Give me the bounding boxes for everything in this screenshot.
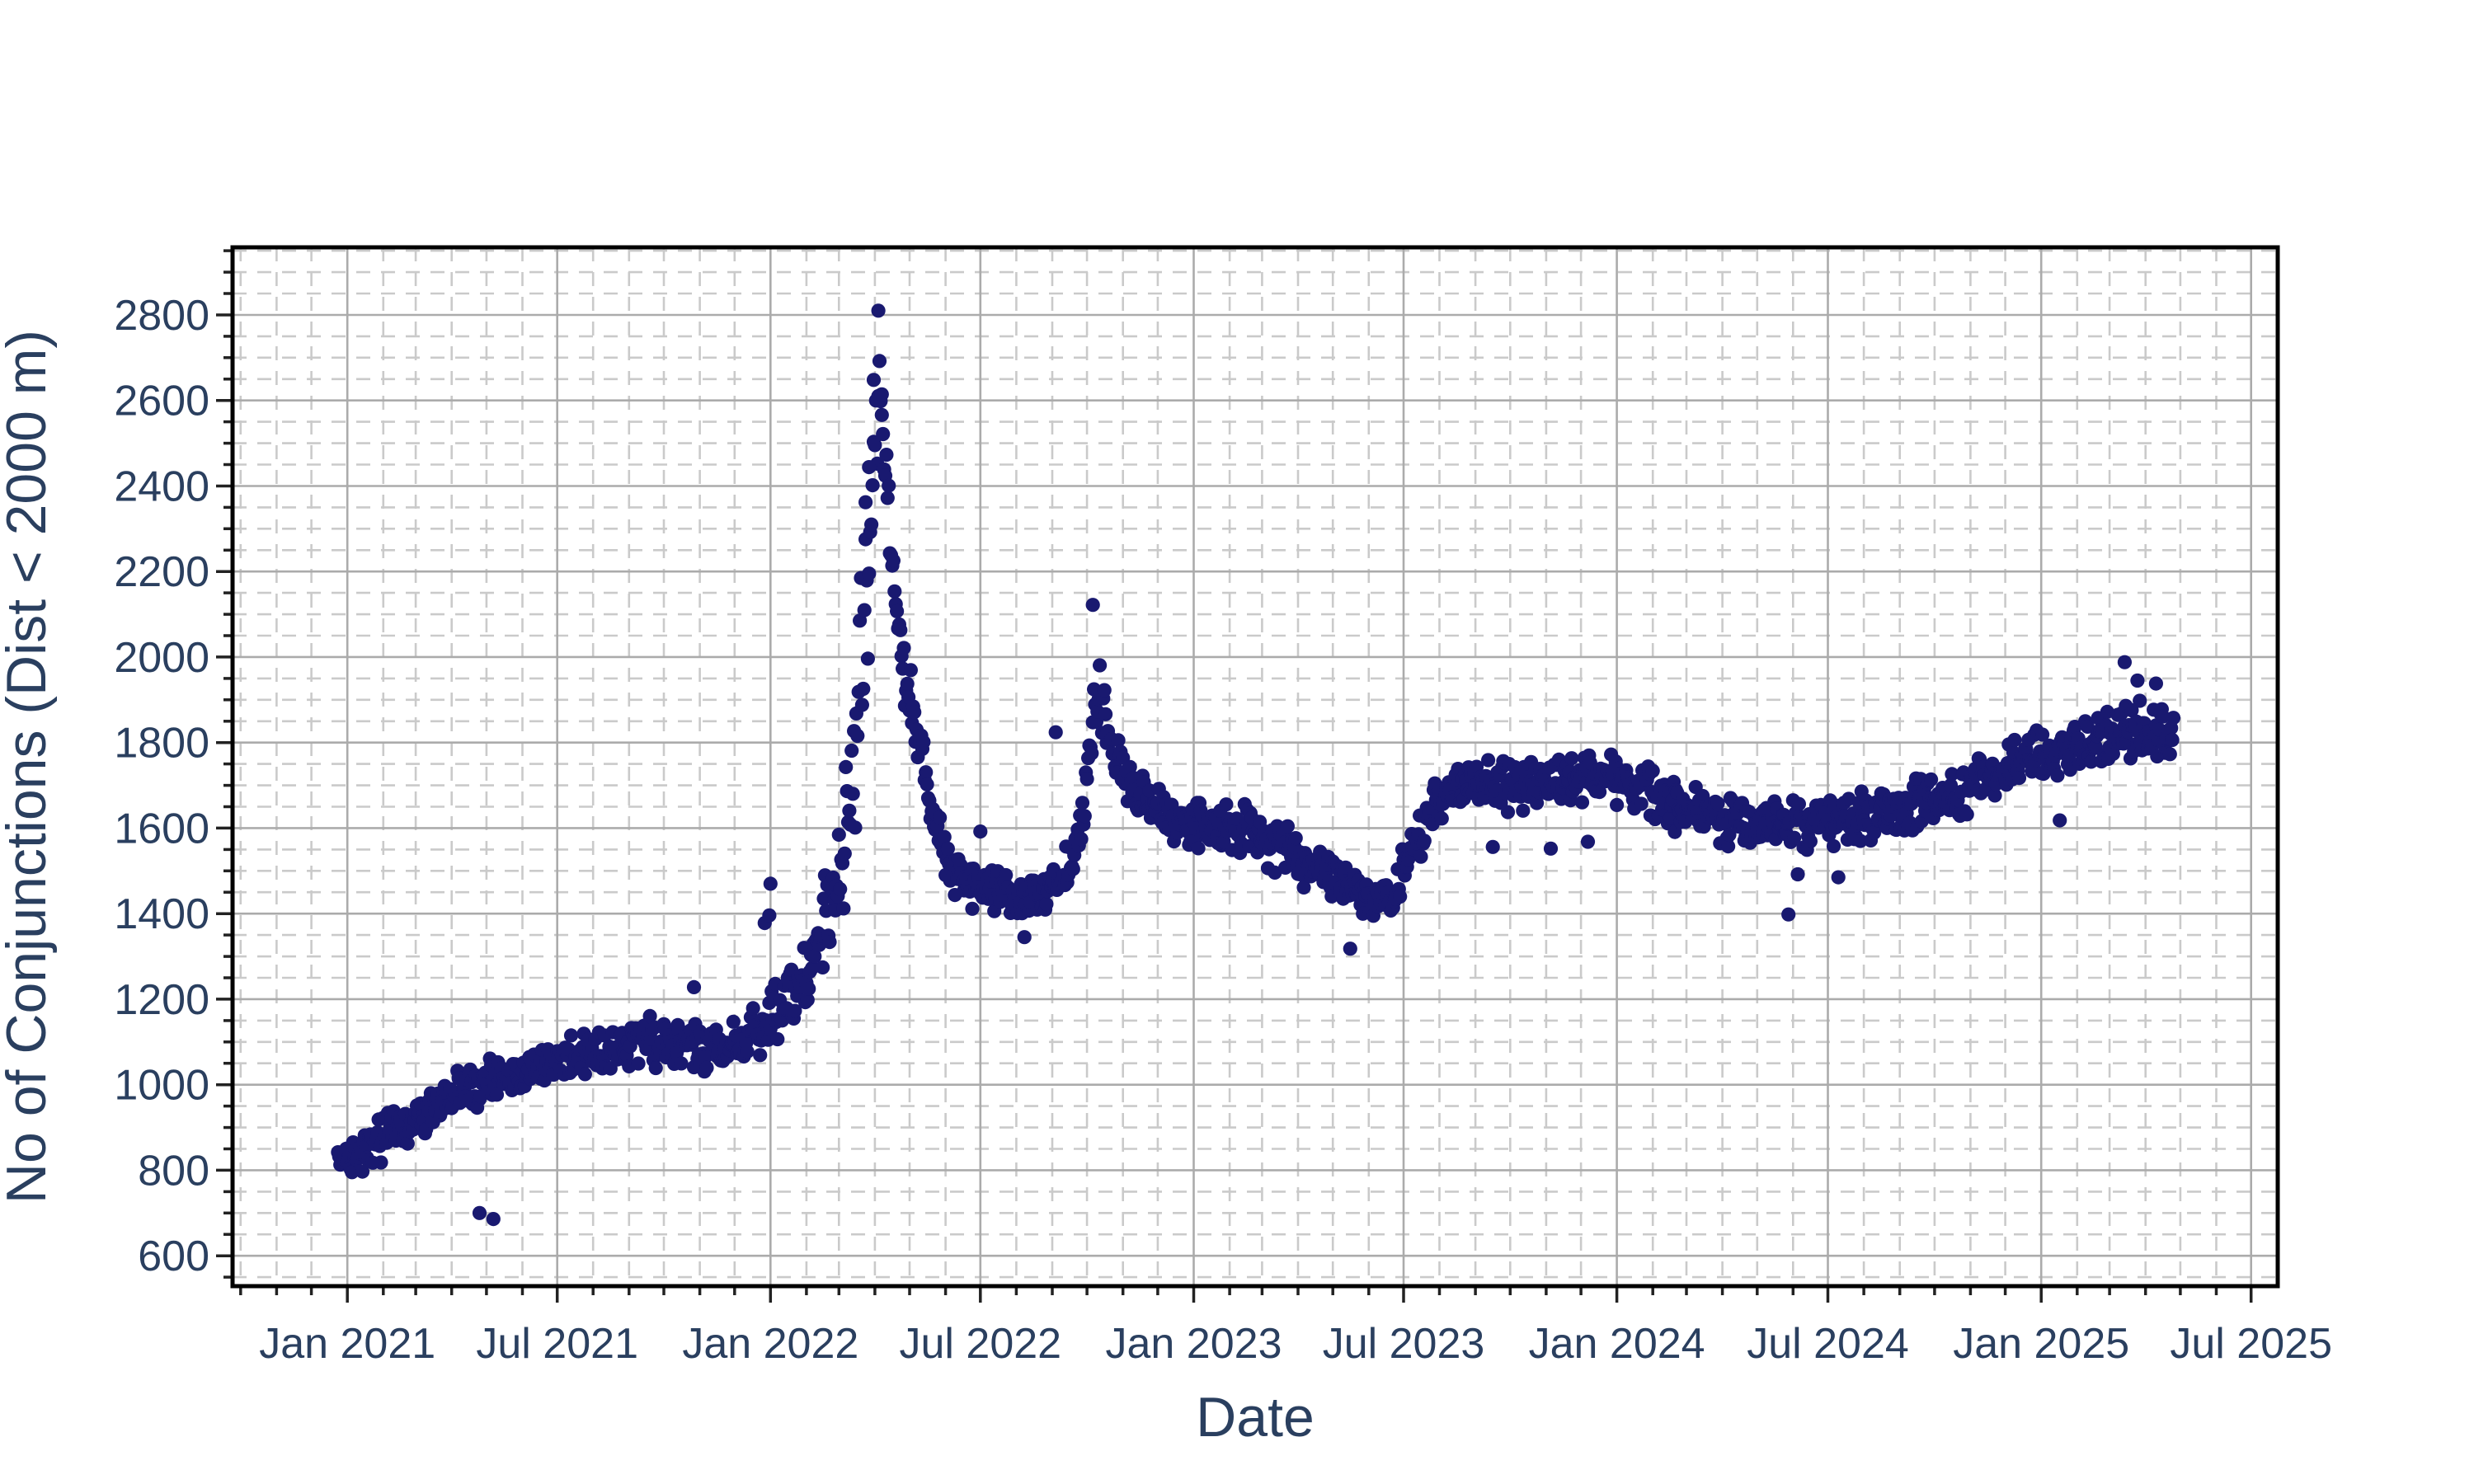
y-tick-label: 2400	[114, 463, 209, 511]
y-tick-label: 2000	[114, 634, 209, 682]
x-tick-labels: Jan 2021 Jul 2021 Jan 2022 Jul 2022 Jan 2023…	[259, 1320, 2332, 1368]
minor-gridlines	[233, 247, 2278, 1286]
x-tick-label: Jul 2023	[1323, 1320, 1485, 1368]
y-tick-label: 600	[138, 1233, 209, 1280]
y-tick-label: 2200	[114, 548, 209, 596]
major-gridlines	[233, 247, 2278, 1286]
y-tick-label: 800	[138, 1147, 209, 1195]
y-tick-label: 2600	[114, 378, 209, 425]
x-tick-label: Jan 2021	[259, 1320, 435, 1368]
x-tick-label: Jan 2022	[682, 1320, 858, 1368]
x-tick-label: Jan 2024	[1529, 1320, 1705, 1368]
x-tick-label: Jan 2023	[1106, 1320, 1282, 1368]
y-axis-title: No of Conjunctions (Dist < 2000 m)	[0, 330, 58, 1204]
x-tick-label: Jul 2024	[1747, 1320, 1909, 1368]
y-tick-labels: 600 800 1000 1200 1400 1600 1800 2000 2200 2400 26…	[114, 292, 209, 1280]
scatter-points	[331, 303, 2181, 1227]
y-tick-label: 1200	[114, 976, 209, 1024]
plot-border	[230, 245, 2280, 1289]
y-tick-label: 2800	[114, 292, 209, 340]
x-axis-title: Date	[1196, 1386, 1315, 1449]
y-tick-label: 1800	[114, 720, 209, 768]
y-tick-label: 1400	[114, 890, 209, 938]
x-tick-label: Jul 2022	[899, 1320, 1061, 1368]
y-tick-label: 1000	[114, 1062, 209, 1110]
x-tick-label: Jan 2025	[1953, 1320, 2129, 1368]
x-tick-label: Jul 2021	[476, 1320, 638, 1368]
y-tick-label: 1600	[114, 805, 209, 852]
x-tick-label: Jul 2025	[2170, 1320, 2332, 1368]
